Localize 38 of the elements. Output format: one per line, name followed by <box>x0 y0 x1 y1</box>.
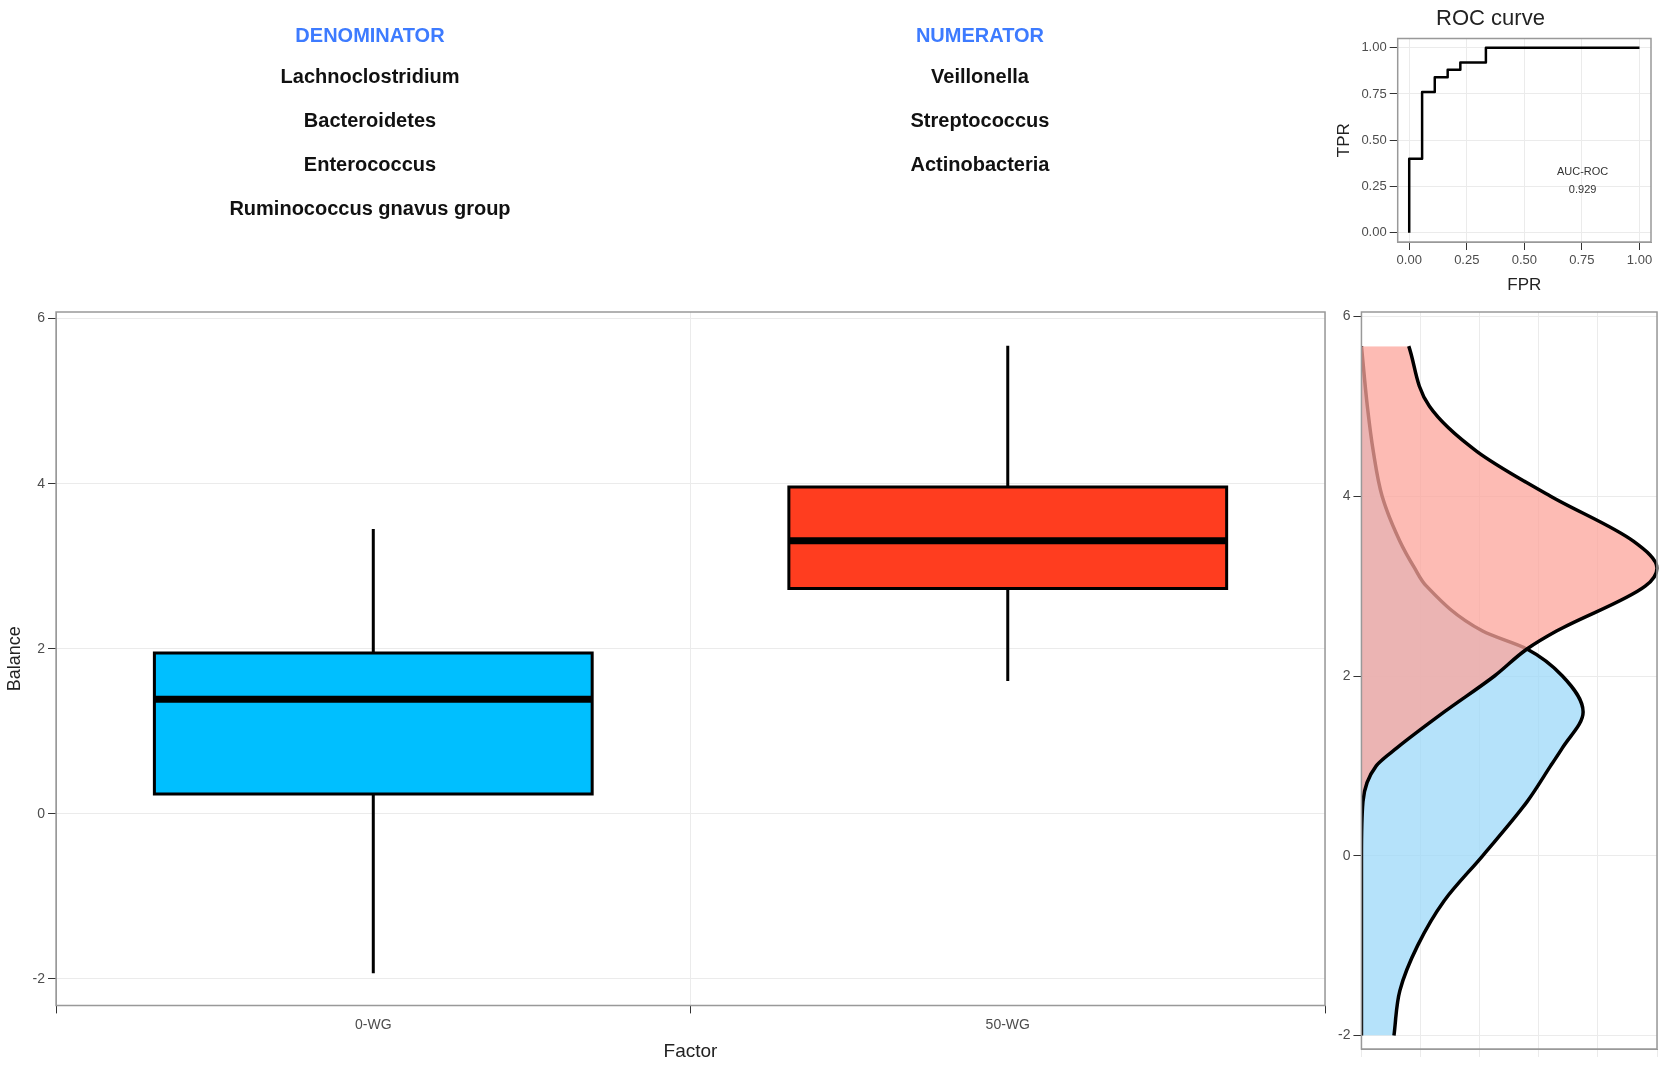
y-axis-title: Balance <box>3 626 24 692</box>
text: Enterococcus <box>302 153 438 176</box>
x-tick-label: 0.25 <box>1454 252 1480 268</box>
y-tick-label: -2 <box>32 969 46 986</box>
text: Actinobacteria <box>909 153 1051 176</box>
text: Veillonella <box>930 65 1030 88</box>
text: Streptococcus <box>909 109 1051 132</box>
y-tick-label: 0 <box>1342 846 1351 863</box>
text: Lachnoclostridium <box>279 65 461 88</box>
y-tick-label: 0.25 <box>1361 178 1387 194</box>
y-tick-label: 6 <box>37 309 46 326</box>
y-tick-label: -2 <box>1338 1026 1351 1043</box>
x-axis-title: Factor <box>663 1039 719 1061</box>
x-tick-label: 0.50 <box>1511 252 1538 268</box>
text: DENOMINATOR <box>294 24 446 47</box>
y-tick-label: 2 <box>37 639 46 656</box>
x-tick-label: 0.75 <box>1569 252 1595 268</box>
chart-title: ROC curve <box>1436 5 1545 31</box>
x-tick-label: 0-WG <box>355 1015 392 1032</box>
y-tick-label: 2 <box>1342 666 1351 683</box>
annotation: 0.929 <box>1568 182 1597 195</box>
y-axis-title: TPR <box>1333 123 1353 158</box>
y-tick-label: 4 <box>37 474 46 491</box>
y-tick-label: 6 <box>1342 307 1351 324</box>
y-tick-label: 4 <box>1342 487 1351 504</box>
x-tick-label: 0.00 <box>1396 252 1422 268</box>
x-tick-label: 50-WG <box>985 1015 1030 1032</box>
text: Ruminococcus gnavus group <box>228 197 512 220</box>
y-tick-label: 0.75 <box>1361 85 1387 101</box>
y-tick-label: 0.50 <box>1361 131 1387 147</box>
x-axis-title: FPR <box>1507 275 1542 295</box>
x-tick-label: 1.00 <box>1626 252 1653 268</box>
y-tick-label: 0.00 <box>1361 224 1387 240</box>
annotation: AUC-ROC <box>1556 164 1609 177</box>
y-tick-label: 1.00 <box>1361 39 1387 55</box>
text: NUMERATOR <box>914 24 1046 47</box>
text: Bacteroidetes <box>302 109 438 132</box>
y-tick-label: 0 <box>37 804 46 821</box>
